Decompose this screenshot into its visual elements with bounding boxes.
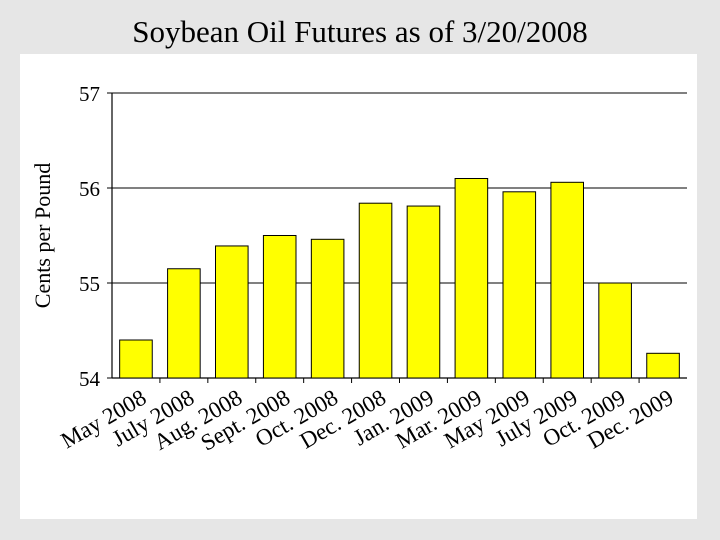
y-tick-label: 57 [79,82,100,106]
bar [262,235,297,379]
bar [406,205,441,379]
bar [215,245,249,379]
y-tick-label: 54 [79,367,101,391]
bar [310,238,345,379]
bar [167,268,201,379]
y-tick-label: 56 [79,177,100,201]
bar [646,352,680,379]
bar [598,282,632,379]
y-axis-title: Cents per Pound [30,163,55,308]
bar [358,202,393,379]
bar [119,339,153,379]
bar [502,191,537,379]
chart-panel: 54 55 56 57 Cents per Pound May 2008 July 2008… [20,54,697,519]
slide-title: Soybean Oil Futures as of 3/20/2008 [132,14,588,49]
y-tick-label: 55 [79,272,100,296]
bar [454,178,489,379]
bar [550,181,585,379]
